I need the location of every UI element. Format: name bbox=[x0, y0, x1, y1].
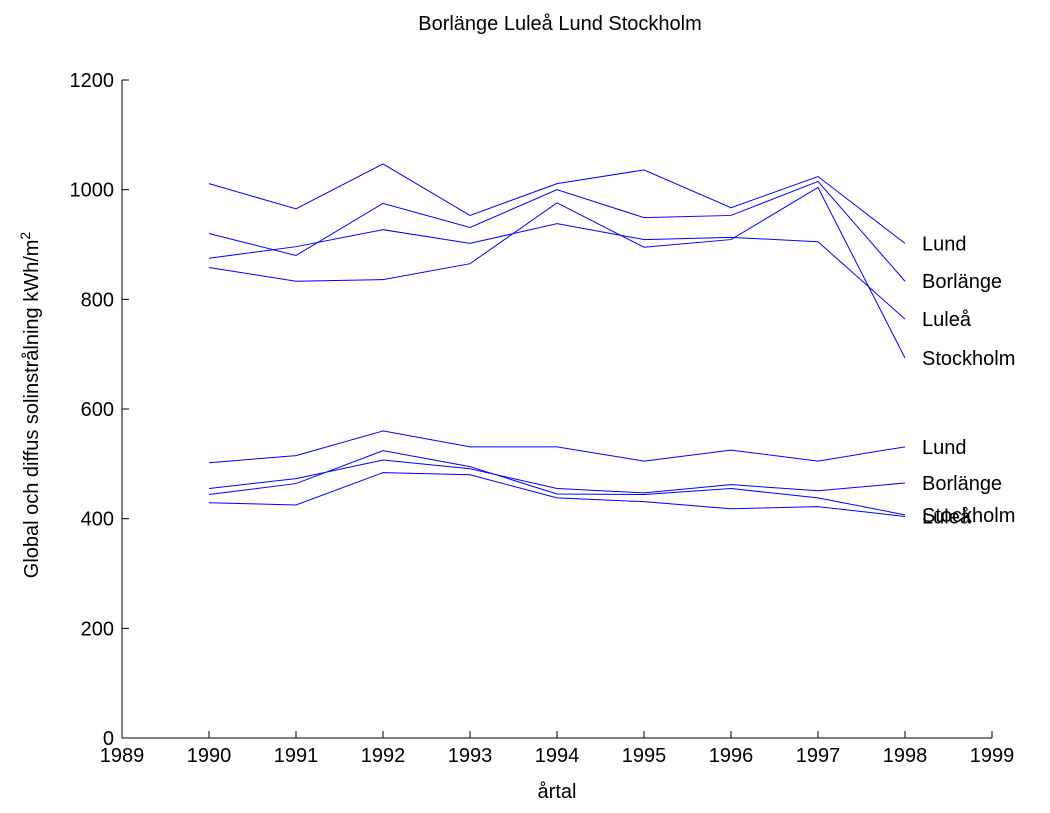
x-tick-label: 1993 bbox=[448, 745, 493, 767]
x-tick-label: 1996 bbox=[709, 745, 754, 767]
y-tick-label: 800 bbox=[81, 289, 114, 311]
y-label-main: Global och diffus solinstrålning kWh/m bbox=[21, 240, 43, 579]
series-label: Luleå bbox=[922, 506, 972, 528]
series-line bbox=[208, 186, 906, 359]
y-tick-label: 600 bbox=[81, 399, 114, 421]
series-line bbox=[208, 180, 906, 282]
series-label: Borlänge bbox=[922, 271, 1002, 293]
y-tick-label: 400 bbox=[81, 509, 114, 531]
x-tick-label: 1995 bbox=[622, 745, 667, 767]
series-line bbox=[208, 450, 906, 516]
y-tick-label: 200 bbox=[81, 618, 114, 640]
x-tick-label: 1991 bbox=[274, 745, 319, 767]
series-label: Lund bbox=[922, 437, 967, 459]
x-axis-label: årtal bbox=[538, 781, 577, 803]
y-axis-label: Global och diffus solinstrålning kWh/m2 bbox=[17, 232, 43, 579]
y-tick-label: 0 bbox=[103, 728, 114, 750]
series-line bbox=[208, 163, 906, 244]
series-line bbox=[208, 472, 906, 517]
x-tick-label: 1997 bbox=[796, 745, 841, 767]
series-label: Luleå bbox=[922, 309, 972, 331]
chart-title: Borlänge Luleå Lund Stockholm bbox=[418, 13, 702, 35]
series-label: Stockholm bbox=[922, 505, 1015, 527]
x-tick-label: 1999 bbox=[970, 745, 1015, 767]
y-tick-label: 1000 bbox=[70, 180, 115, 202]
series-label: Borlänge bbox=[922, 473, 1002, 495]
x-tick-label: 1998 bbox=[883, 745, 928, 767]
y-tick-label: 1200 bbox=[70, 70, 115, 92]
series-line bbox=[208, 430, 906, 464]
series-label: Lund bbox=[922, 233, 967, 255]
x-tick-label: 1994 bbox=[535, 745, 580, 767]
series-label: Stockholm bbox=[922, 348, 1015, 370]
x-tick-label: 1990 bbox=[187, 745, 232, 767]
x-tick-label: 1989 bbox=[100, 745, 145, 767]
series-line bbox=[208, 223, 906, 320]
y-label-sup: 2 bbox=[17, 232, 33, 240]
x-tick-label: 1992 bbox=[361, 745, 406, 767]
